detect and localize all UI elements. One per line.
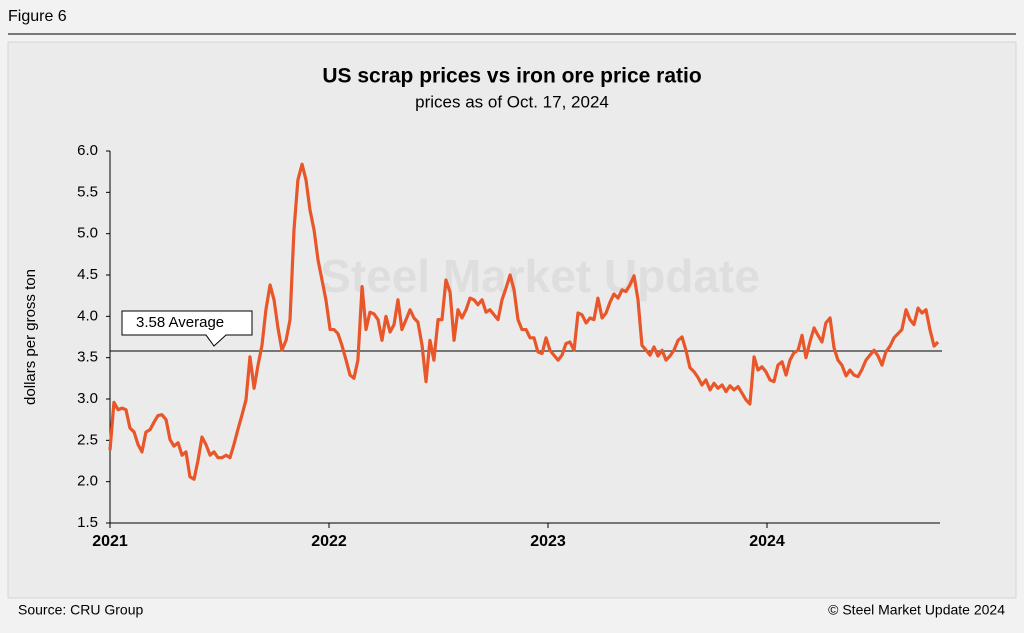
- chart-subtitle: prices as of Oct. 17, 2024: [415, 92, 609, 111]
- figure-label: Figure 6: [8, 8, 67, 25]
- y-tick-label: 2.0: [77, 473, 98, 490]
- y-axis-label: dollars per gross ton: [22, 269, 39, 405]
- x-tick-label: 2021: [92, 533, 128, 550]
- chart-title: US scrap prices vs iron ore price ratio: [322, 65, 701, 88]
- y-tick-label: 6.0: [77, 142, 98, 159]
- y-tick-label: 5.5: [77, 183, 98, 200]
- x-tick-label: 2023: [530, 533, 566, 550]
- y-tick-label: 3.0: [77, 390, 98, 407]
- annotation-box: [121, 310, 253, 347]
- x-tick-label: 2024: [749, 533, 785, 550]
- y-tick-label: 1.5: [77, 514, 98, 531]
- y-tick-label: 3.5: [77, 349, 98, 366]
- x-tick-label: 2022: [311, 533, 347, 550]
- copyright: © Steel Market Update 2024: [828, 602, 1005, 618]
- series-line: [108, 162, 940, 481]
- average-label: 3.58 Average: [136, 314, 224, 331]
- watermark: Steel Market Update: [320, 250, 760, 302]
- y-tick-label: 2.5: [77, 431, 98, 448]
- y-tick-label: 4.5: [77, 266, 98, 283]
- y-tick-label: 5.0: [77, 225, 98, 242]
- source: Source: CRU Group: [18, 602, 143, 618]
- y-tick-label: 4.0: [77, 307, 98, 324]
- plot-area: 1.5 2.0 2.5 3.0 3.5 4.0 4.5 5.0 5.5 6.0 2021 2022 20…: [77, 142, 942, 550]
